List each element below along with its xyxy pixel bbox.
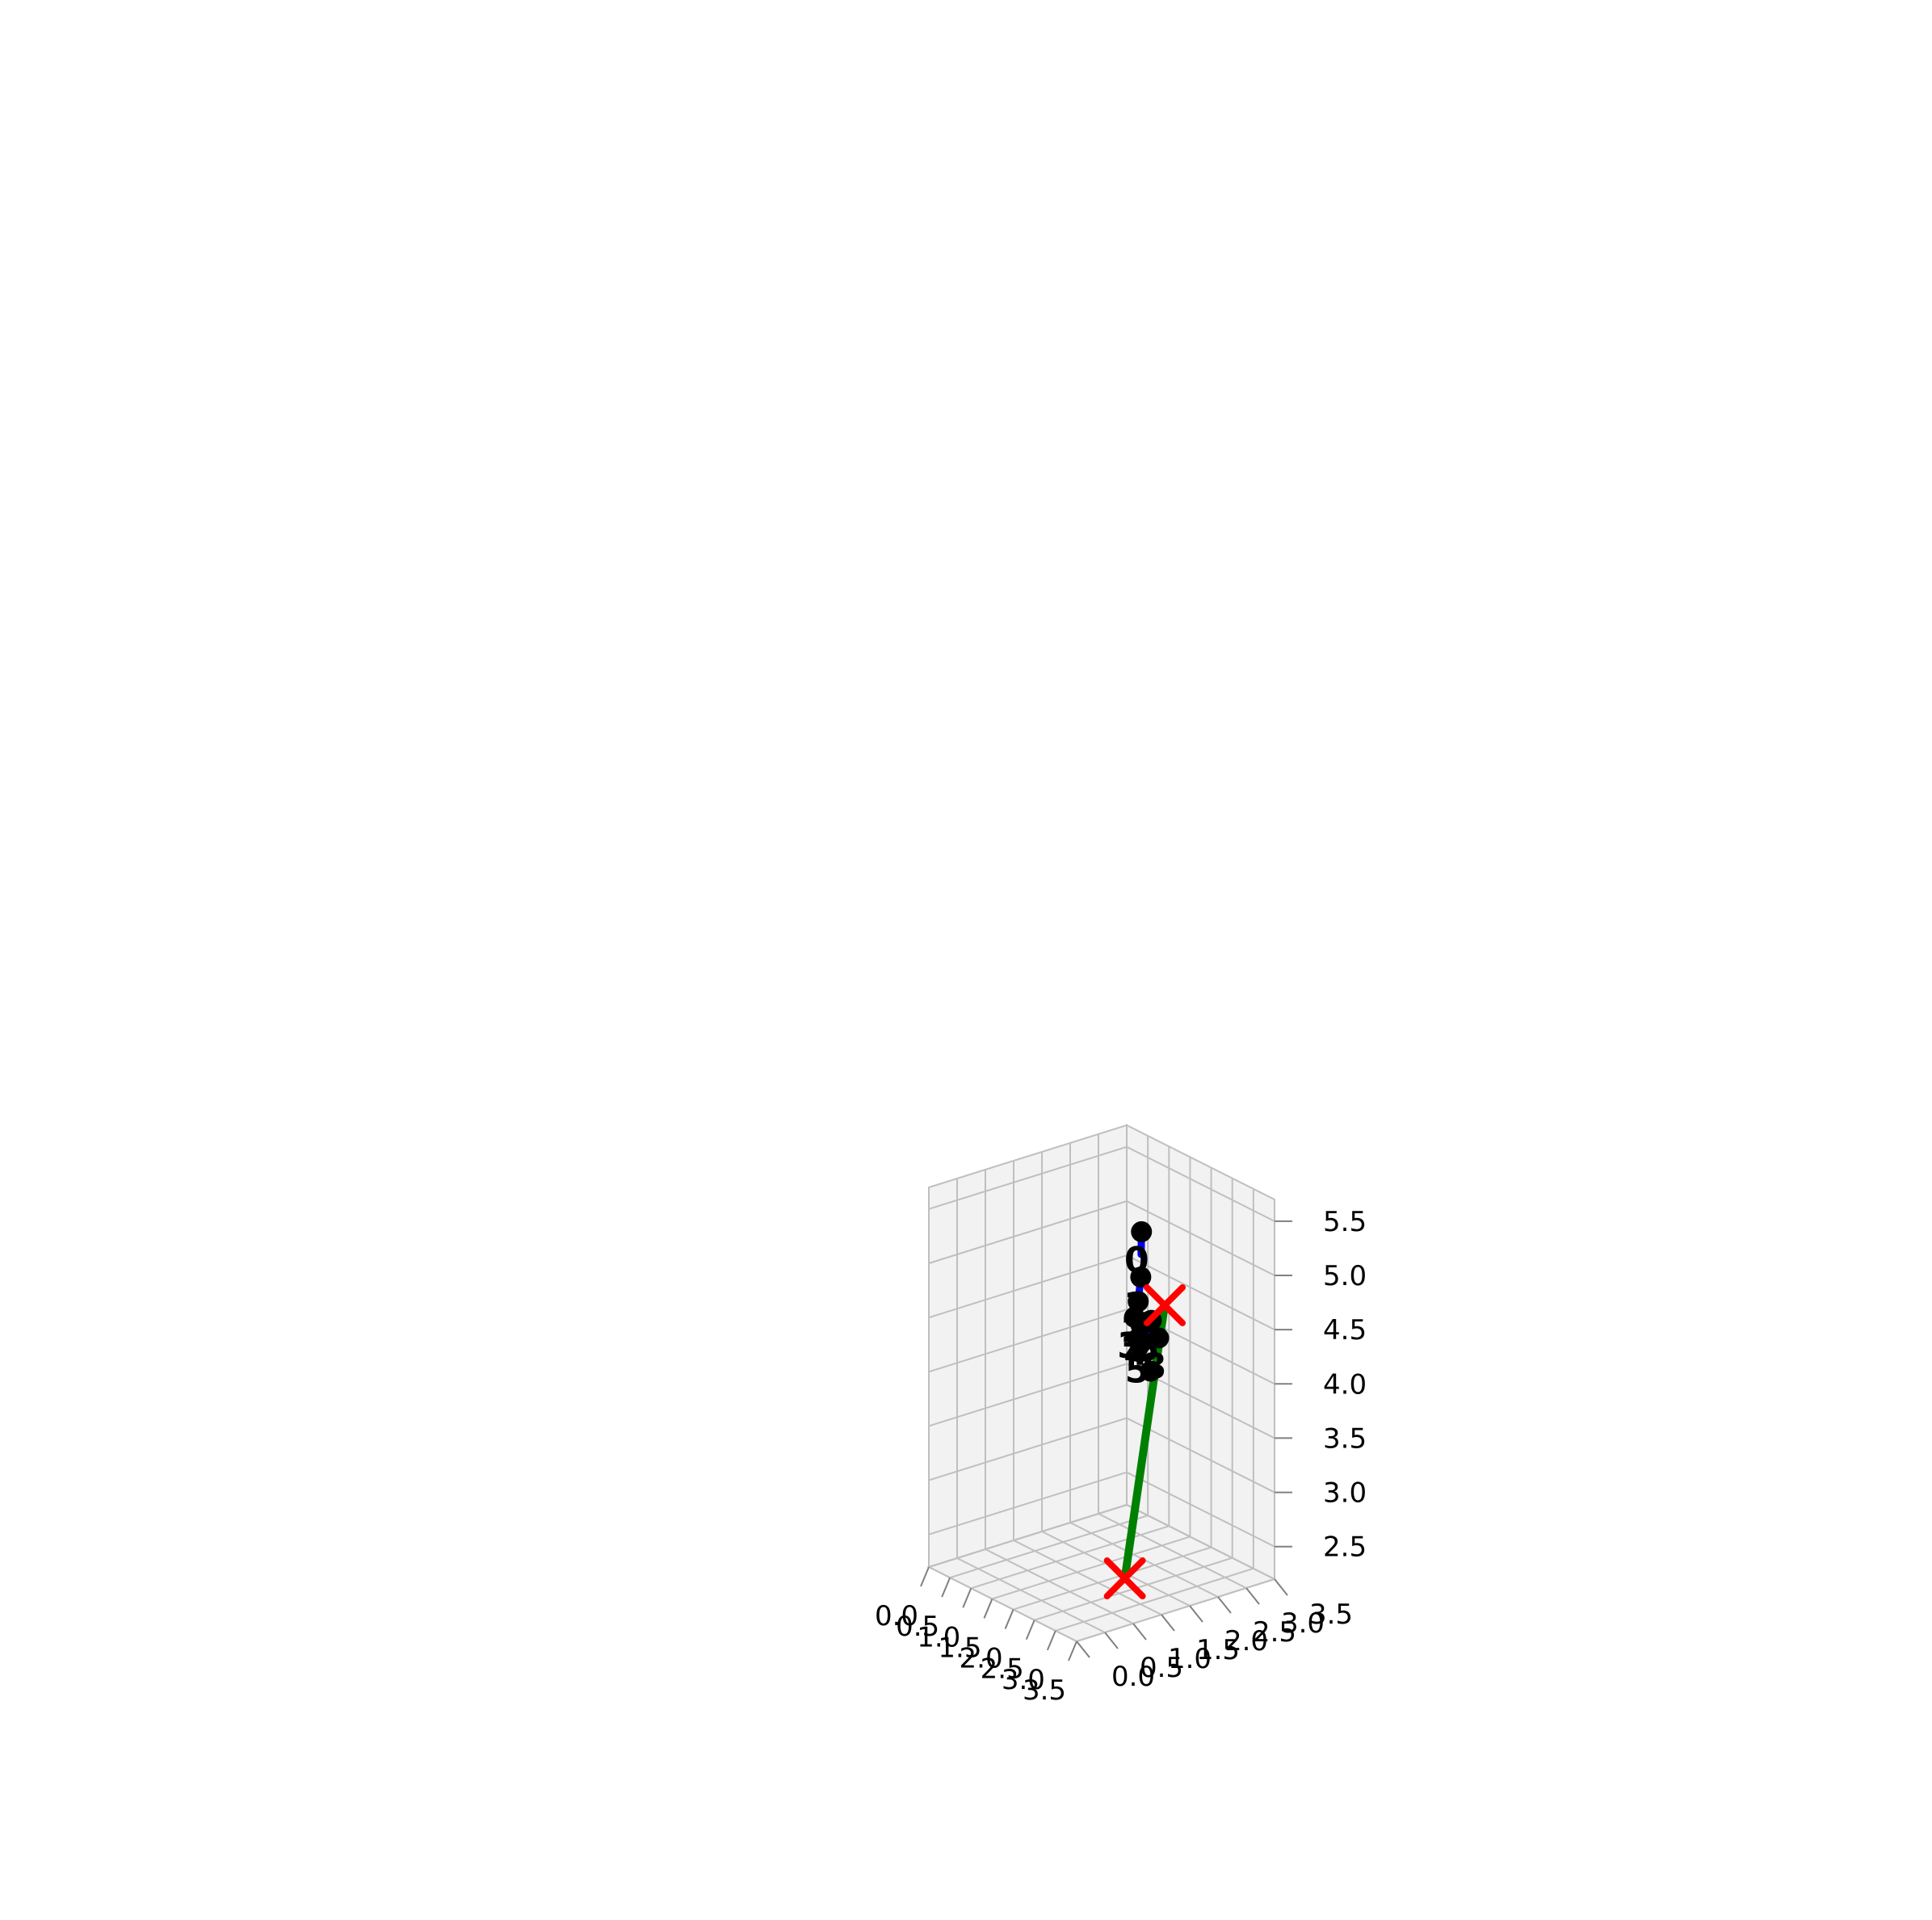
chart-3d: 0.00.51.01.52.02.53.03.50.00.51.01.52.02… <box>0 0 1932 1920</box>
path-node <box>1140 1360 1161 1381</box>
axis-tick-label: 5.5 <box>1323 1206 1367 1238</box>
axis-tick-label: 3.5 <box>1323 1422 1367 1455</box>
axis-tick-label: 4.5 <box>1323 1314 1367 1347</box>
axis-tick-label: 3.0 <box>1323 1477 1367 1510</box>
axis-tick-label: 3.5 <box>1309 1599 1353 1631</box>
axis-tick-label: 4.0 <box>1323 1368 1367 1401</box>
axis-tick-label: 2.5 <box>1323 1531 1367 1564</box>
axis-tick-label: 3.5 <box>1023 1674 1066 1707</box>
axis-tick-label: 5.0 <box>1323 1260 1367 1292</box>
